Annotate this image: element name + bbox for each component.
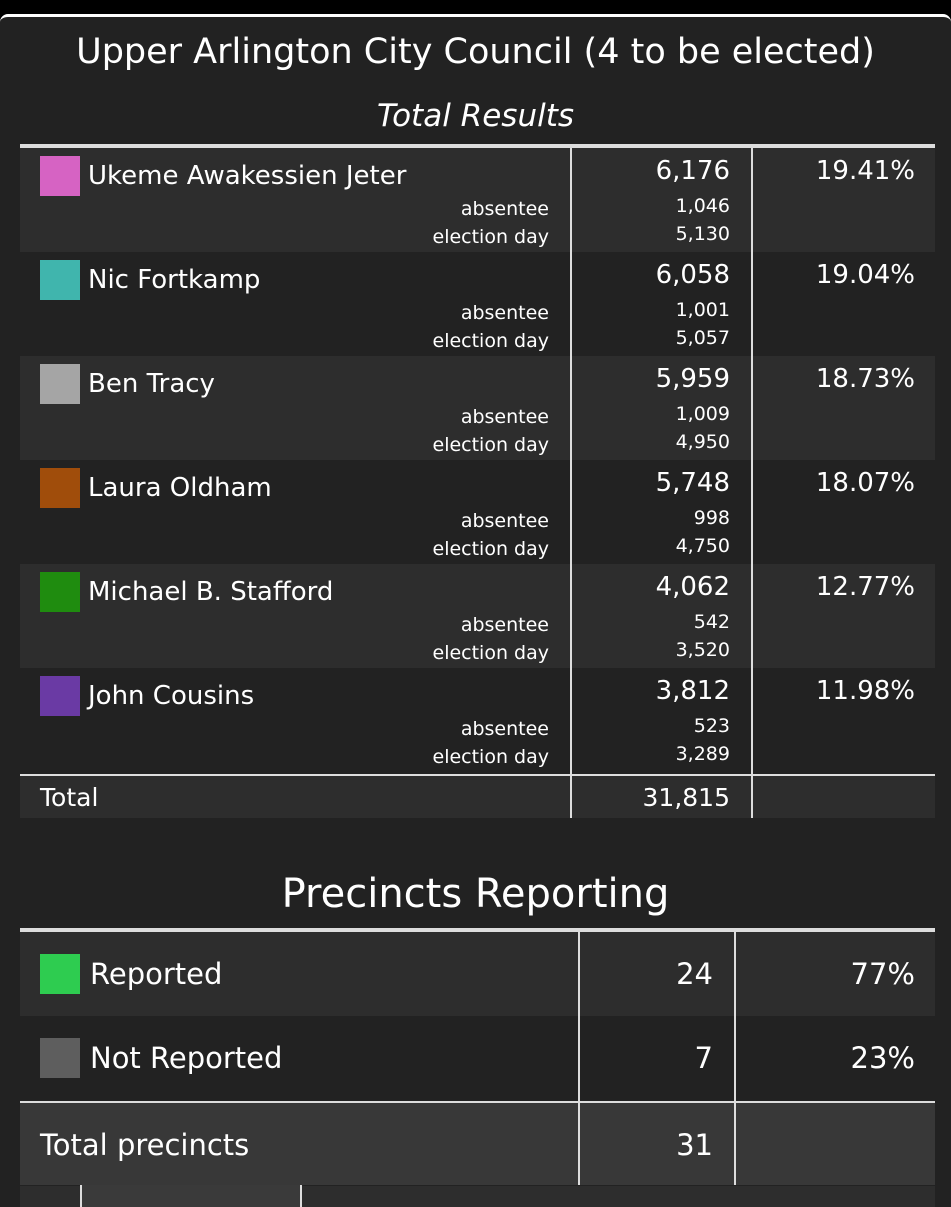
precinct-count: 24: [676, 957, 713, 991]
precinct-percent: 77%: [850, 957, 915, 991]
candidate-color-swatch: [40, 260, 80, 300]
election-day-label: election day: [432, 538, 550, 560]
candidate-name: Michael B. Stafford: [88, 577, 334, 607]
absentee-label: absentee: [460, 302, 549, 324]
precinct-percent: 23%: [850, 1041, 915, 1075]
absentee-votes: 998: [693, 507, 730, 529]
precincts-total-count: 31: [676, 1128, 713, 1162]
candidate-percent: 19.41%: [815, 156, 915, 186]
precinct-label: Reported: [90, 957, 223, 991]
precincts-total-label: Total precincts: [40, 1128, 250, 1162]
precincts-column-divider: [578, 932, 580, 1185]
absentee-votes: 1,046: [675, 195, 730, 217]
results-total-row: Total 31,815: [20, 774, 935, 818]
candidate-votes: 4,062: [655, 572, 730, 602]
candidate-color-swatch: [40, 572, 80, 612]
candidate-row: Ukeme Awakessien Jeter absentee election…: [20, 148, 935, 252]
absentee-label: absentee: [460, 614, 549, 636]
precinct-row: Reported 24 77%: [20, 932, 935, 1016]
absentee-votes: 1,009: [675, 403, 730, 425]
candidate-name: Ben Tracy: [88, 369, 215, 399]
candidate-percent: 19.04%: [815, 260, 915, 290]
candidate-color-swatch: [40, 468, 80, 508]
candidate-name: Nic Fortkamp: [88, 265, 261, 295]
candidate-percent: 11.98%: [815, 676, 915, 706]
candidate-percent: 18.73%: [815, 364, 915, 394]
candidate-votes: 6,058: [655, 260, 730, 290]
top-bar: [0, 0, 951, 10]
results-header-divider: [20, 144, 935, 148]
results-column-divider: [570, 148, 572, 818]
candidate-color-swatch: [40, 676, 80, 716]
absentee-label: absentee: [460, 510, 549, 532]
candidate-row: Nic Fortkamp absentee election day 6,058…: [20, 252, 935, 356]
precincts-total-row: Total precincts 31: [20, 1101, 935, 1185]
candidate-votes: 3,812: [655, 676, 730, 706]
bottom-tab[interactable]: [80, 1185, 302, 1207]
precincts-column-divider: [734, 932, 736, 1185]
absentee-votes: 542: [693, 611, 730, 633]
candidate-color-swatch: [40, 364, 80, 404]
election-day-label: election day: [432, 226, 550, 248]
candidate-row: John Cousins absentee election day 3,812…: [20, 668, 935, 772]
absentee-label: absentee: [460, 406, 549, 428]
race-title: Upper Arlington City Council (4 to be el…: [76, 32, 875, 72]
absentee-votes: 1,001: [675, 299, 730, 321]
precincts-title: Precincts Reporting: [281, 871, 670, 917]
election-day-votes: 3,520: [675, 639, 730, 661]
election-day-label: election day: [432, 330, 550, 352]
results-column-divider: [751, 148, 753, 818]
election-day-label: election day: [432, 434, 550, 456]
election-day-votes: 3,289: [675, 743, 730, 765]
candidate-percent: 18.07%: [815, 468, 915, 498]
absentee-label: absentee: [460, 718, 549, 740]
candidate-row: Michael B. Stafford absentee election da…: [20, 564, 935, 668]
candidate-color-swatch: [40, 156, 80, 196]
results-total-label: Total: [40, 783, 99, 812]
results-total-votes: 31,815: [642, 783, 730, 812]
candidate-row: Ben Tracy absentee election day 5,959 1,…: [20, 356, 935, 460]
candidate-votes: 5,748: [655, 468, 730, 498]
candidate-name: John Cousins: [88, 681, 255, 711]
precincts-header-divider: [20, 928, 935, 932]
candidate-votes: 6,176: [655, 156, 730, 186]
candidate-name: Ukeme Awakessien Jeter: [88, 161, 407, 191]
precinct-count: 7: [694, 1041, 713, 1075]
absentee-label: absentee: [460, 198, 549, 220]
precinct-label: Not Reported: [90, 1041, 283, 1075]
precinct-color-swatch: [40, 954, 80, 994]
precinct-row: Not Reported 7 23%: [20, 1016, 935, 1100]
candidate-votes: 5,959: [655, 364, 730, 394]
election-day-votes: 4,950: [675, 431, 730, 453]
election-day-votes: 5,130: [675, 223, 730, 245]
candidate-row: Laura Oldham absentee election day 5,748…: [20, 460, 935, 564]
race-subtitle: Total Results: [376, 98, 575, 134]
absentee-votes: 523: [693, 715, 730, 737]
candidate-name: Laura Oldham: [88, 473, 272, 503]
precinct-color-swatch: [40, 1038, 80, 1078]
candidate-percent: 12.77%: [815, 572, 915, 602]
election-day-votes: 5,057: [675, 327, 730, 349]
election-day-label: election day: [432, 746, 550, 768]
election-day-votes: 4,750: [675, 535, 730, 557]
election-day-label: election day: [432, 642, 550, 664]
